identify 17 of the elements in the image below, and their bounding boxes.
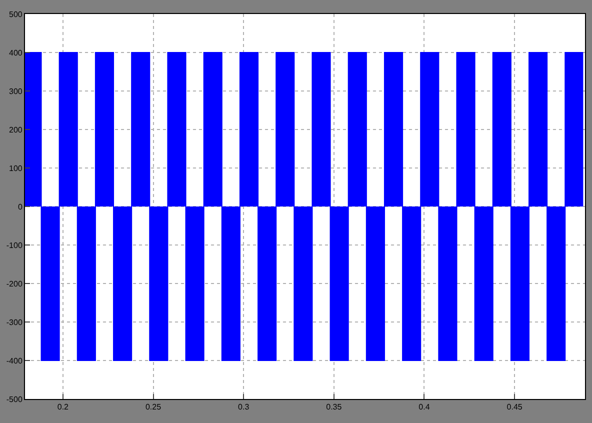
y-tick-label: -500 xyxy=(6,394,23,404)
y-tick-label: -100 xyxy=(6,240,23,250)
y-tick-label: -200 xyxy=(6,279,23,288)
y-tick-label: 100 xyxy=(9,164,23,173)
y-tick-label: 200 xyxy=(9,125,23,134)
x-tick-label: 0.25 xyxy=(145,402,162,412)
y-tick-label: -300 xyxy=(6,318,23,327)
y-tick-label: 400 xyxy=(9,48,23,58)
x-tick-label: 0.35 xyxy=(326,402,342,412)
x-tick-label: 0.4 xyxy=(418,402,430,412)
y-tick-label: 500 xyxy=(9,10,23,19)
x-tick-label: 0.3 xyxy=(238,402,250,412)
y-tick-label: 300 xyxy=(9,86,23,96)
y-tick-label: 0 xyxy=(18,202,23,212)
y-tick-label: -400 xyxy=(6,356,23,366)
x-tick-label: 0.45 xyxy=(506,402,523,412)
x-tick-label: 0.2 xyxy=(57,402,70,412)
